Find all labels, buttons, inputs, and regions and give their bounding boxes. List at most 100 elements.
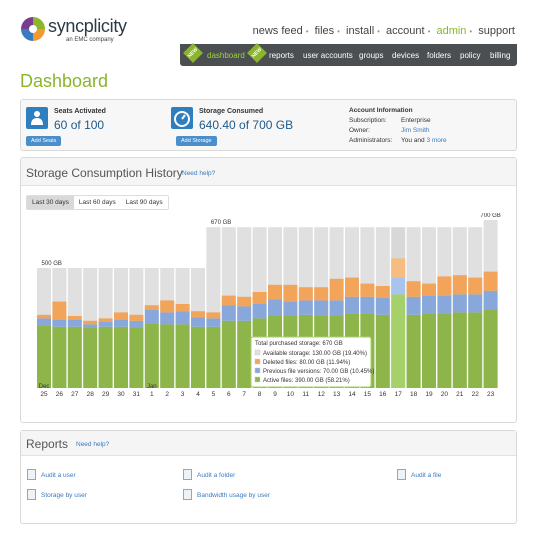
brand-subtitle: an EMC company bbox=[66, 37, 114, 43]
bar-deleted-files bbox=[422, 283, 436, 296]
bar-previous-file-versions bbox=[329, 300, 344, 316]
bar-deleted-files bbox=[67, 316, 82, 320]
administrators-label: Administrators: bbox=[349, 137, 393, 144]
admin-subnav: NEW dashboard NEW reports user accounts … bbox=[180, 43, 517, 66]
subnav-user-accounts[interactable]: user accounts bbox=[303, 51, 353, 60]
add-storage-button[interactable]: Add Storage bbox=[176, 136, 217, 146]
bar-deleted-files bbox=[452, 275, 467, 295]
subnav-billing[interactable]: billing bbox=[490, 51, 511, 60]
x-tick-label: 28 bbox=[87, 391, 95, 398]
report-audit-file[interactable]: Audit a file bbox=[411, 472, 442, 479]
bar-active-files bbox=[237, 320, 252, 388]
nav-separator: • bbox=[305, 27, 309, 36]
report-audit-user[interactable]: Audit a user bbox=[41, 472, 76, 479]
nav-news-feed[interactable]: news feed bbox=[252, 25, 303, 37]
x-tick-label: 26 bbox=[56, 391, 64, 398]
nav-separator: • bbox=[427, 27, 431, 36]
nav-files[interactable]: files bbox=[314, 25, 335, 37]
bar-previous-file-versions bbox=[452, 294, 467, 313]
bar-deleted-files bbox=[406, 281, 421, 297]
administrators-value: You and 3 more bbox=[401, 137, 447, 144]
add-seats-button[interactable]: Add Seats bbox=[26, 136, 62, 146]
nav-install[interactable]: install bbox=[346, 25, 375, 37]
nav-support[interactable]: support bbox=[478, 25, 515, 37]
bar-previous-file-versions bbox=[406, 296, 421, 315]
bar-active-files bbox=[52, 326, 67, 388]
bar-deleted-files bbox=[314, 287, 329, 301]
bar-previous-file-versions bbox=[83, 324, 98, 328]
bar-active-files bbox=[144, 323, 159, 388]
document-icon bbox=[183, 489, 192, 500]
x-tick-label: 29 bbox=[102, 391, 110, 398]
document-icon bbox=[27, 469, 36, 480]
range-60-days[interactable]: Last 60 days bbox=[78, 199, 116, 206]
bar-previous-file-versions bbox=[375, 298, 390, 315]
range-30-days[interactable]: Last 30 days bbox=[27, 196, 74, 209]
syncplicity-logo[interactable]: syncplicity an EMC company bbox=[20, 14, 130, 46]
bar-previous-file-versions bbox=[114, 319, 128, 327]
bar-deleted-files bbox=[468, 277, 483, 295]
account-info-title: Account Information bbox=[349, 107, 413, 114]
subscription-value: Enterprise bbox=[401, 117, 431, 124]
subnav-policy[interactable]: policy bbox=[460, 51, 481, 60]
history-help-link[interactable]: Need help? bbox=[182, 170, 216, 177]
capacity-label: 700 GB bbox=[480, 213, 500, 219]
x-tick-label: 2 bbox=[165, 391, 169, 398]
bar-deleted-files bbox=[483, 271, 498, 291]
tooltip-row: Deleted files: 80.00 GB (11.94%) bbox=[263, 360, 350, 366]
tooltip-title: Total purchased storage: 670 GB bbox=[255, 341, 343, 347]
bar-deleted-files bbox=[129, 314, 144, 321]
administrators-more-link[interactable]: 3 more bbox=[426, 137, 447, 144]
bar-active-files bbox=[406, 314, 421, 388]
document-icon bbox=[397, 469, 406, 480]
tooltip-box bbox=[250, 336, 372, 388]
nav-separator: • bbox=[337, 27, 340, 36]
x-tick-label: 8 bbox=[258, 391, 262, 398]
x-tick-label: 1 bbox=[150, 391, 154, 398]
bar-deleted-files bbox=[144, 305, 159, 310]
bar-previous-file-versions bbox=[237, 306, 252, 321]
nav-admin[interactable]: admin bbox=[436, 25, 467, 37]
x-tick-label: 9 bbox=[273, 391, 277, 398]
bar-previous-file-versions bbox=[422, 295, 436, 314]
subnav-devices[interactable]: devices bbox=[392, 51, 420, 60]
bar-deleted-files bbox=[83, 320, 98, 325]
bar-deleted-files bbox=[37, 314, 51, 319]
bar-previous-file-versions bbox=[129, 320, 144, 328]
x-tick-label: 20 bbox=[441, 391, 449, 398]
nav-separator: • bbox=[377, 27, 380, 36]
reports-help-link[interactable]: Need help? bbox=[76, 441, 110, 448]
subnav-groups[interactable]: groups bbox=[359, 51, 384, 60]
range-90-days[interactable]: Last 90 days bbox=[125, 199, 163, 206]
x-tick-label: 25 bbox=[40, 391, 48, 398]
report-storage-by-user[interactable]: Storage by user bbox=[41, 492, 87, 499]
tooltip-swatch bbox=[254, 376, 261, 383]
bar-deleted-files bbox=[375, 286, 390, 298]
report-audit-folder[interactable]: Audit a folder bbox=[197, 472, 236, 479]
x-tick-label: 31 bbox=[133, 391, 141, 398]
report-bandwidth-by-user[interactable]: Bandwidth usage by user bbox=[197, 492, 270, 499]
seats-of: of bbox=[70, 118, 81, 132]
tooltip-row: Previous file versions: 70.00 GB (10.45%… bbox=[263, 369, 374, 375]
reports-title: Reports bbox=[26, 437, 69, 451]
month-label: Dec bbox=[39, 384, 50, 390]
subnav-reports[interactable]: reports bbox=[269, 51, 294, 60]
nav-separator: • bbox=[469, 27, 473, 36]
bar-active-files bbox=[98, 326, 113, 388]
bar-previous-file-versions bbox=[345, 296, 359, 314]
storage-of: of bbox=[239, 118, 250, 132]
x-tick-label: 5 bbox=[212, 391, 216, 398]
bar-previous-file-versions bbox=[252, 304, 267, 319]
bar-active-files bbox=[175, 324, 190, 388]
tooltip-swatch bbox=[254, 367, 261, 374]
x-tick-label: 21 bbox=[456, 391, 464, 398]
bar-active-files bbox=[160, 324, 175, 388]
administrators-you: You and bbox=[401, 137, 425, 144]
x-tick-label: 10 bbox=[287, 391, 295, 398]
subnav-dashboard[interactable]: dashboard bbox=[207, 51, 245, 60]
capacity-label: 500 GB bbox=[42, 261, 62, 267]
owner-link[interactable]: Jim Smith bbox=[401, 127, 430, 134]
nav-account[interactable]: account bbox=[386, 25, 425, 37]
subnav-folders[interactable]: folders bbox=[427, 51, 452, 60]
bar-deleted-files bbox=[252, 292, 267, 304]
